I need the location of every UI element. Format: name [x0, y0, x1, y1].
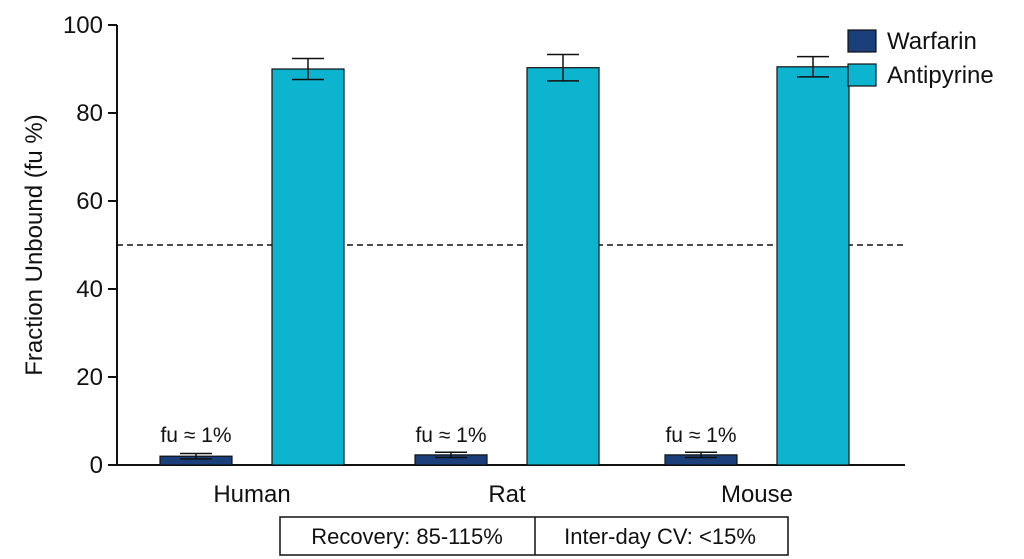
legend-label-antipyrine: Antipyrine [887, 62, 994, 89]
y-axis-title: Fraction Unbound (fu %) [21, 114, 48, 375]
legend: Warfarin Antipyrine [847, 28, 994, 89]
footer-box: Recovery: 85-115% Inter-day CV: <15% [279, 516, 789, 556]
y-tick-label: 100 [63, 12, 103, 39]
x-category-label: Mouse [721, 481, 793, 508]
footer-cv: Inter-day CV: <15% [564, 524, 756, 549]
legend-swatch-antipyrine [847, 63, 877, 87]
y-tick-label: 40 [76, 276, 103, 303]
legend-swatch-warfarin [847, 29, 877, 53]
bar-antipyrine [526, 67, 600, 466]
legend-label-warfarin: Warfarin [887, 28, 977, 55]
footer-border [279, 516, 789, 556]
bar-antipyrine [271, 68, 345, 466]
bar-antipyrine [776, 66, 850, 466]
annotation-fu: fu ≈ 1% [415, 424, 486, 447]
x-category-label: Human [213, 481, 290, 508]
y-tick-label: 20 [76, 364, 103, 391]
annotation-fu: fu ≈ 1% [665, 424, 736, 447]
y-tick-label: 0 [90, 452, 103, 479]
plot-area: 0 20 40 60 80 100 fu ≈ 1% Human fu ≈ 1% Rat fu ≈ 1… [63, 12, 905, 508]
annotation-fu: fu ≈ 1% [160, 424, 231, 447]
y-tick-label: 80 [76, 100, 103, 127]
footer-recovery: Recovery: 85-115% [311, 524, 503, 549]
x-category-label: Rat [488, 481, 526, 508]
y-tick-label: 60 [76, 188, 103, 215]
